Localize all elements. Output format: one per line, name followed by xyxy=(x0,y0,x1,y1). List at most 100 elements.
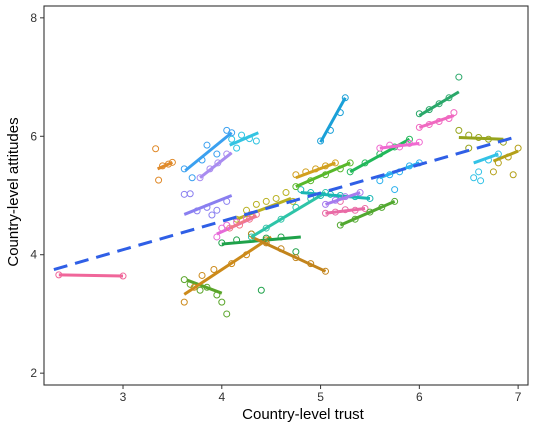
data-point xyxy=(213,233,221,241)
group-series xyxy=(196,150,233,182)
group-series xyxy=(228,131,260,152)
data-point xyxy=(322,162,330,170)
data-point xyxy=(292,203,300,211)
data-point xyxy=(312,165,320,173)
data-point xyxy=(180,298,188,306)
data-point xyxy=(455,73,463,81)
data-point xyxy=(514,144,522,152)
data-point xyxy=(307,177,315,185)
data-point xyxy=(346,168,354,176)
data-point xyxy=(214,159,222,167)
data-point xyxy=(180,165,188,173)
data-point xyxy=(405,135,413,143)
group-fit-line xyxy=(295,161,336,180)
axes: 3 4 5 6 7 2 4 6 8 xyxy=(30,5,529,404)
data-point xyxy=(341,94,349,102)
data-point xyxy=(218,224,226,232)
data-point xyxy=(238,131,246,139)
data-point xyxy=(228,260,236,268)
data-point xyxy=(445,115,453,123)
data-point xyxy=(331,196,339,204)
data-point xyxy=(247,233,255,241)
data-point xyxy=(292,248,300,256)
data-point xyxy=(322,200,330,208)
data-point xyxy=(336,165,344,173)
group-series xyxy=(292,159,339,180)
data-point xyxy=(262,239,270,247)
data-point xyxy=(341,206,349,214)
data-point xyxy=(213,291,221,299)
group-fit-line xyxy=(319,97,347,143)
group-series xyxy=(247,189,330,241)
data-point xyxy=(302,168,310,176)
data-point xyxy=(307,260,315,268)
data-point xyxy=(331,159,339,167)
data-point xyxy=(198,271,206,279)
data-point xyxy=(391,186,399,194)
data-point xyxy=(119,272,127,280)
group-fit-line xyxy=(229,131,259,147)
group-fit-line xyxy=(418,90,460,117)
data-point xyxy=(208,211,216,219)
data-point xyxy=(331,208,339,216)
data-point xyxy=(346,159,354,167)
data-point xyxy=(386,141,394,149)
y-tick-label: 8 xyxy=(30,11,37,25)
x-tick-label: 5 xyxy=(317,390,324,404)
data-point xyxy=(245,135,253,143)
group-series xyxy=(322,197,369,217)
data-point xyxy=(186,190,194,198)
data-point xyxy=(213,206,221,214)
data-point xyxy=(277,233,285,241)
y-axis-title: Country-level attitudes xyxy=(5,117,22,266)
data-point xyxy=(341,193,349,201)
data-point xyxy=(415,123,423,131)
data-point xyxy=(252,200,260,208)
data-point xyxy=(180,190,188,198)
group-series xyxy=(180,190,233,219)
data-point xyxy=(262,224,270,232)
data-point xyxy=(210,266,218,274)
data-point xyxy=(455,126,463,134)
data-point xyxy=(484,156,492,164)
data-point xyxy=(218,298,226,306)
data-point xyxy=(336,109,344,117)
data-point xyxy=(152,145,160,153)
group-fit-line xyxy=(295,161,351,188)
group-fit-line xyxy=(250,235,327,273)
data-point xyxy=(376,177,384,185)
data-point xyxy=(196,286,204,294)
data-point xyxy=(203,283,211,291)
data-point xyxy=(494,150,502,158)
group-series xyxy=(415,109,458,131)
data-point xyxy=(203,141,211,149)
data-point xyxy=(317,137,325,145)
data-point xyxy=(218,239,226,247)
data-point xyxy=(198,156,206,164)
data-point xyxy=(356,189,364,197)
data-point xyxy=(262,197,270,205)
data-point xyxy=(277,245,285,253)
group-fit-line xyxy=(184,131,233,172)
data-point xyxy=(336,221,344,229)
y-tick-label: 6 xyxy=(30,129,37,143)
data-point xyxy=(415,138,423,146)
data-point xyxy=(450,109,458,117)
data-point xyxy=(470,174,478,182)
data-point xyxy=(257,286,265,294)
data-point xyxy=(228,129,236,137)
group-series xyxy=(336,197,399,229)
data-point xyxy=(164,160,172,168)
data-point xyxy=(226,224,234,232)
data-point xyxy=(504,153,512,161)
plot-border xyxy=(43,5,529,386)
data-point xyxy=(351,215,359,223)
data-point xyxy=(405,139,413,147)
x-tick-label: 7 xyxy=(515,390,522,404)
group-series xyxy=(470,150,502,185)
group-series xyxy=(180,235,273,306)
group-series xyxy=(55,271,127,280)
data-point xyxy=(168,158,176,166)
